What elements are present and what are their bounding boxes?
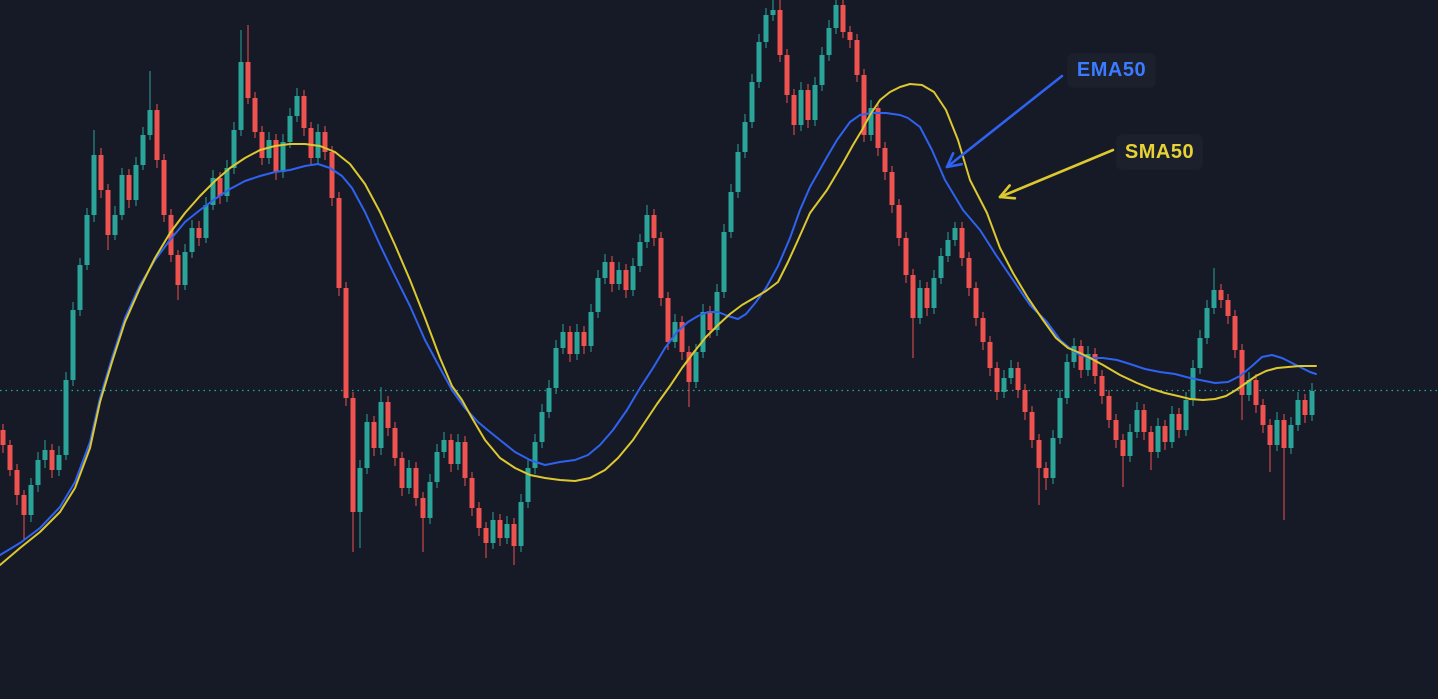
drawing-arrows-layer — [945, 74, 1115, 200]
overlay-lines-layer — [0, 83, 1317, 566]
ema50-line[interactable] — [0, 112, 1317, 556]
sma50-label[interactable]: SMA50 — [1117, 135, 1202, 169]
sma50-arrow[interactable] — [998, 148, 1115, 200]
sma50-line[interactable] — [0, 83, 1317, 566]
ema50-label[interactable]: EMA50 — [1068, 54, 1155, 87]
candles-layer — [0, 0, 1315, 565]
ema50-arrow[interactable] — [945, 74, 1064, 169]
